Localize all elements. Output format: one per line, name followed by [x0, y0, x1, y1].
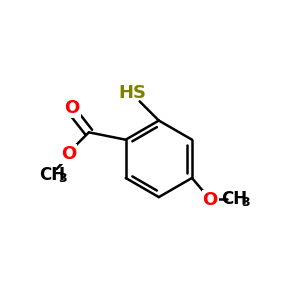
Text: O: O [61, 145, 76, 163]
Text: O: O [202, 191, 218, 209]
Text: 3: 3 [59, 172, 67, 185]
Text: O: O [64, 99, 80, 117]
Text: CH: CH [222, 190, 248, 208]
Text: CH: CH [39, 166, 65, 184]
Text: HS: HS [118, 84, 146, 102]
Text: 3: 3 [242, 196, 250, 209]
